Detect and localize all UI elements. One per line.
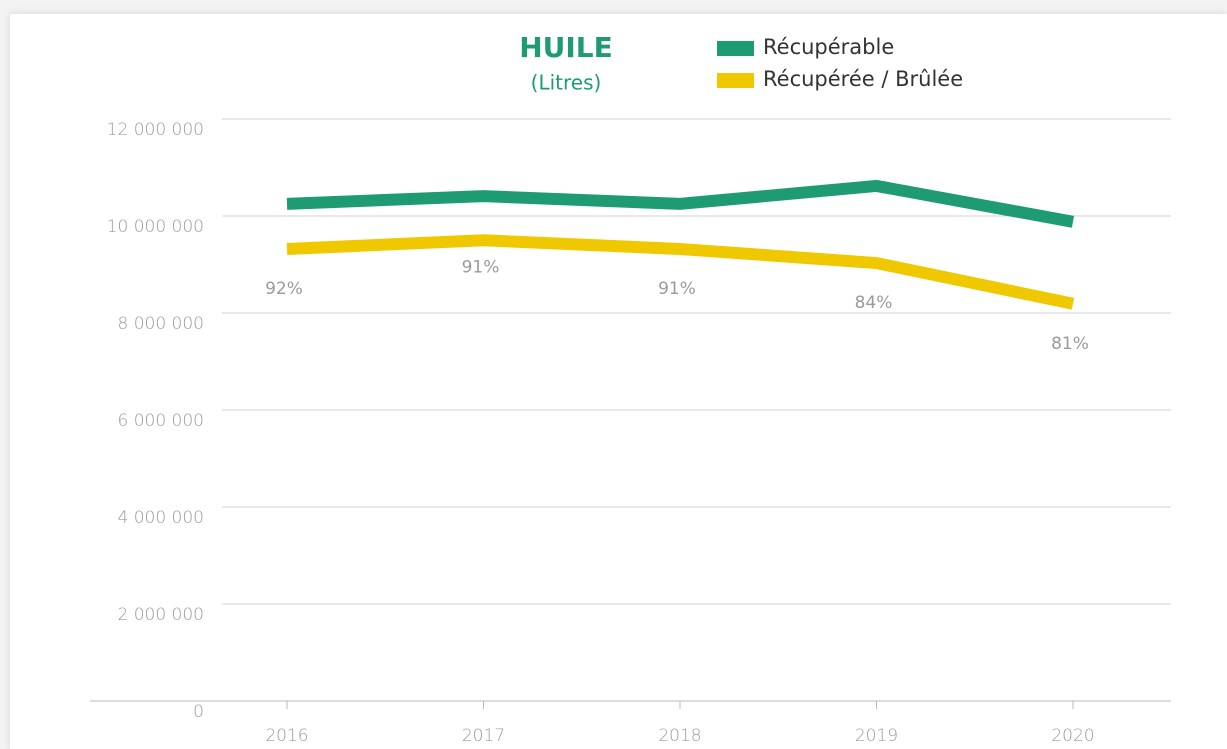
annotation: 91% [462, 257, 500, 277]
annotation: 84% [855, 293, 893, 313]
annotation: 91% [658, 279, 696, 299]
legend-swatch [717, 41, 754, 56]
x-tick-label: 2020 [1051, 726, 1094, 746]
card [10, 14, 1227, 749]
chart-subtitle: (Litres) [531, 71, 602, 95]
x-tick-label: 2019 [855, 726, 898, 746]
annotation: 92% [265, 279, 303, 299]
y-tick-label: 6 000 000 [117, 411, 204, 431]
annotation: 81% [1051, 334, 1089, 354]
x-tick-label: 2018 [658, 726, 701, 746]
y-tick-label: 12 000 000 [107, 120, 204, 140]
chart-title: HUILE [519, 31, 613, 64]
legend-label: Récupérable [763, 35, 894, 59]
series-line [286, 179, 1075, 228]
y-tick-label: 10 000 000 [107, 217, 204, 237]
y-tick-label: 2 000 000 [117, 605, 204, 625]
x-tick-label: 2016 [265, 726, 308, 746]
x-tick-label: 2017 [462, 726, 505, 746]
legend-swatch [717, 73, 754, 88]
y-tick-label: 0 [193, 702, 204, 722]
legend-label: Récupérée / Brûlée [763, 67, 963, 91]
y-tick-label: 4 000 000 [117, 508, 204, 528]
series-line [286, 234, 1075, 310]
y-tick-label: 8 000 000 [117, 314, 204, 334]
